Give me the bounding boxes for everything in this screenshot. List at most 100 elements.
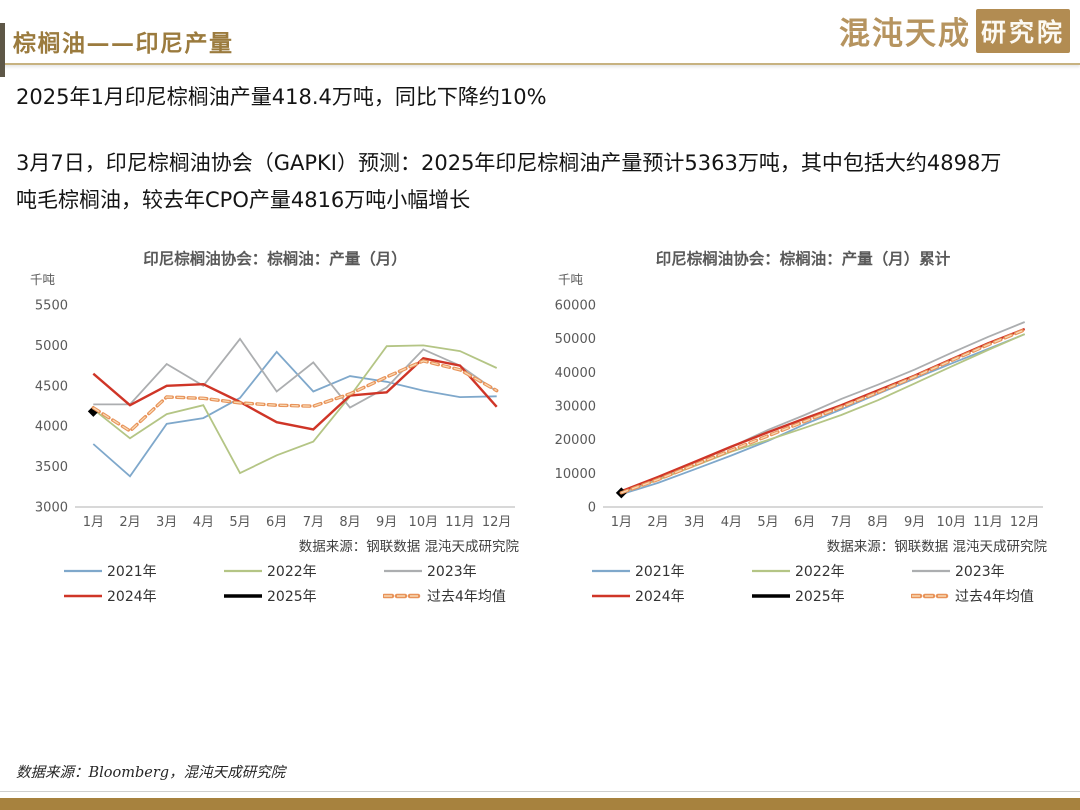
header: 棕榈油——印尼产量 混沌天成 研究院 — [0, 0, 1080, 77]
footer-rule — [0, 791, 1080, 792]
legend-label-1: 2022年 — [267, 564, 317, 580]
x-tick-label: 4月 — [721, 515, 742, 530]
x-tick-label: 7月 — [831, 515, 852, 530]
series-line-1 — [92, 344, 498, 475]
legend-swatch-4 — [752, 594, 790, 598]
series-line-2 — [93, 337, 498, 409]
x-tick-label: 3月 — [156, 515, 177, 530]
y-tick-label: 4000 — [35, 420, 68, 435]
x-tick-label: 9月 — [904, 515, 925, 530]
x-tick-label: 4月 — [193, 515, 214, 530]
legend-swatch-0 — [592, 569, 630, 573]
y-tick-label: 50000 — [555, 332, 596, 347]
y-tick-label: 5000 — [35, 339, 68, 354]
series-line-5-inner — [92, 360, 498, 432]
legend-label-4: 2025年 — [795, 589, 845, 605]
x-tick-label: 3月 — [684, 515, 705, 530]
y-tick-label: 30000 — [555, 400, 596, 415]
x-tick-label: 11月 — [973, 515, 1003, 530]
series-line-3 — [92, 357, 498, 431]
summary-paragraph-1: 2025年1月印尼棕榈油产量418.4万吨，同比下降约10% — [16, 85, 547, 109]
legend-item-2: 2023年 — [911, 561, 1053, 581]
legend-swatch-2 — [912, 569, 950, 573]
legend-swatch-0 — [64, 569, 102, 573]
legend-swatch-5 — [911, 593, 951, 599]
legend-item-5: 过去4年均值 — [911, 586, 1053, 606]
chart-title-cumulative: 印尼棕榈油协会：棕榈油：产量（月）累计 — [655, 250, 951, 268]
x-tick-label: 6月 — [266, 515, 287, 530]
legend-label-5: 过去4年均值 — [955, 589, 1034, 605]
chart-source-monthly: 数据来源：钢联数据 混沌天成研究院 — [298, 539, 519, 555]
chart-source-cumulative: 数据来源：钢联数据 混沌天成研究院 — [826, 539, 1047, 555]
x-tick-label: 7月 — [303, 515, 324, 530]
brand-logo-text: 混沌天成 — [838, 16, 971, 52]
y-tick-label: 10000 — [555, 467, 596, 482]
legend-item-0: 2021年 — [591, 561, 751, 581]
legend-label-2: 2023年 — [427, 564, 477, 580]
x-tick-label: 2月 — [647, 515, 668, 530]
legend-label-3: 2024年 — [635, 589, 685, 605]
x-tick-label: 8月 — [867, 515, 888, 530]
x-tick-label: 5月 — [757, 515, 778, 530]
legend-label-0: 2021年 — [635, 564, 685, 580]
legend-label-0: 2021年 — [107, 564, 157, 580]
legend-label-5: 过去4年均值 — [427, 589, 506, 605]
legend-item-4: 2025年 — [223, 586, 383, 606]
legend-item-4: 2025年 — [751, 586, 911, 606]
x-tick-label: 1月 — [611, 515, 632, 530]
page-title: 棕榈油——印尼产量 — [13, 30, 234, 57]
monthly-production-plot: 千吨 3000 3500 4000 4500 5000 5500 1月 2月 3月 4月 5月 6月 7月… — [30, 272, 515, 530]
x-tick-label: 12月 — [482, 515, 512, 530]
legend-label-1: 2022年 — [795, 564, 845, 580]
legend-label-3: 2024年 — [107, 589, 157, 605]
y-tick-label: 0 — [588, 501, 596, 516]
legend-item-3: 2024年 — [591, 586, 751, 606]
y-tick-label: 20000 — [555, 433, 596, 448]
x-tick-label: 10月 — [409, 515, 439, 530]
legend-swatch-3 — [64, 594, 102, 598]
legend-swatch-4 — [224, 594, 262, 598]
x-tick-label: 10月 — [937, 515, 967, 530]
brand-logo-seal-icon: 研究院 — [975, 8, 1070, 53]
x-tick-label: 9月 — [376, 515, 397, 530]
y-tick-label: 5500 — [35, 299, 68, 314]
x-tick-label: 5月 — [229, 515, 250, 530]
x-tick-label: 8月 — [339, 515, 360, 530]
chart-legend-cumulative: 2021年 2022年 2023年 2024年 2025年 过去4年均值 — [553, 561, 1053, 606]
legend-item-2: 2023年 — [383, 561, 525, 581]
cumulative-production-plot: 千吨 0 10000 20000 30000 40000 50000 60000 1月 2月 3月 4… — [555, 272, 1043, 530]
y-tick-label: 4500 — [35, 379, 68, 394]
x-tick-label: 12月 — [1010, 515, 1040, 530]
y-tick-label: 60000 — [555, 299, 596, 314]
chart-cumulative-production: 印尼棕榈油协会：棕榈油：产量（月）累计 千吨 0 10000 20000 30000 40… — [553, 247, 1053, 606]
chart-legend-monthly: 2021年 2022年 2023年 2024年 2025年 过去4年均值 — [25, 561, 525, 606]
x-tick-label: 1月 — [83, 515, 104, 530]
summary-paragraph-2: 3月7日，印尼棕榈油协会（GAPKI）预测：2025年印尼棕榈油产量预计5363… — [16, 151, 1002, 212]
chart-title-monthly: 印尼棕榈油协会：棕榈油：产量（月） — [143, 250, 407, 268]
x-tick-label: 6月 — [794, 515, 815, 530]
header-accent-bar — [0, 23, 5, 77]
chart-monthly-production: 印尼棕榈油协会：棕榈油：产量（月） 千吨 3000 3500 4000 4500 5000… — [25, 247, 525, 606]
legend-swatch-1 — [224, 569, 262, 573]
x-tick-label: 11月 — [445, 515, 475, 530]
y-tick-label: 3500 — [35, 460, 68, 475]
y-tick-label: 3000 — [35, 501, 68, 516]
brand-logo: 混沌天成 研究院 — [839, 8, 1070, 53]
legend-swatch-1 — [752, 569, 790, 573]
legend-swatch-5 — [383, 593, 423, 599]
bottom-bar — [0, 798, 1080, 810]
legend-swatch-2 — [384, 569, 422, 573]
series-line-0 — [92, 350, 497, 478]
legend-item-5: 过去4年均值 — [383, 586, 525, 606]
legend-item-1: 2022年 — [751, 561, 911, 581]
legend-label-4: 2025年 — [267, 589, 317, 605]
y-axis-unit-label: 千吨 — [558, 272, 584, 287]
series-line-5-inner — [621, 329, 1025, 494]
footer-source: 数据来源：Bloomberg，混沌天成研究院 — [16, 765, 286, 781]
legend-swatch-3 — [592, 594, 630, 598]
y-axis-unit-label: 千吨 — [30, 272, 56, 287]
legend-item-3: 2024年 — [63, 586, 223, 606]
y-tick-label: 40000 — [555, 366, 596, 381]
charts-row: 印尼棕榈油协会：棕榈油：产量（月） 千吨 3000 3500 4000 4500 5000… — [0, 247, 1080, 606]
